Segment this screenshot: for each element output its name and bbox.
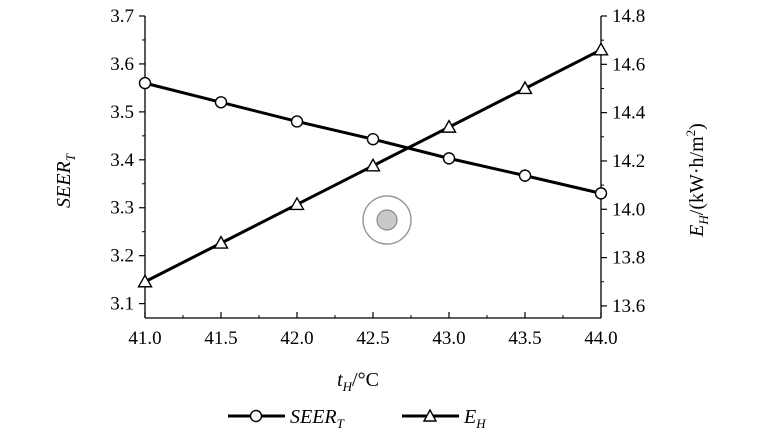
legend: SEERT EH [228,406,486,431]
y-right-tick-label-0: 13.6 [612,296,645,317]
x-tick-label-0: 41.0 [128,328,161,349]
series-1-point-3 [365,157,381,172]
legend-label-eh: EH [463,406,486,431]
series-1-point-2 [289,196,305,211]
x-tick-label-4: 43.0 [432,328,465,349]
series-0-point-6 [594,187,608,200]
y-left-tick-label-0: 3.1 [110,294,134,315]
y-axis-right-label: EH/(kW·h/m2) [683,123,711,238]
axes: 41.0 41.5 42.0 42.5 43.0 43.5 44.0 3.1 3.2 3.3 3.4… [110,6,646,349]
series-1-point-1 [213,235,229,249]
x-tick-label-5: 43.5 [508,328,541,349]
y-left-tick-label-4: 3.5 [110,102,134,123]
y-right-tick-label-3: 14.2 [612,151,645,172]
series-0-point-2 [290,115,304,128]
x-tick-label-3: 42.5 [356,328,389,349]
series-layer [137,41,609,288]
series-0-point-1 [214,96,228,109]
y-left-tick-label-6: 3.7 [110,6,134,27]
y-left-tick-label-2: 3.3 [110,198,134,219]
x-tick-label-6: 44.0 [584,328,617,349]
legend-label-seer: SEERT [290,406,345,431]
series-1-point-5 [517,80,533,95]
legend-triangle-marker-icon [422,408,438,422]
series-1-point-0 [137,273,153,288]
y-right-tick-label-2: 14.0 [612,199,645,220]
y-right-tick-label-5: 14.6 [612,54,645,75]
series-1-point-4 [441,119,457,133]
y-right-tick-label-4: 14.4 [612,103,646,124]
y-right-tick-label-6: 14.8 [612,6,645,27]
legend-circle-marker-icon [249,409,263,423]
x-tick-label-1: 41.5 [204,328,237,349]
x-axis-label: tH/°C [337,369,379,394]
series-0-point-3 [366,132,380,146]
series-0-point-5 [518,169,532,182]
x-tick-label-2: 42.0 [280,328,313,349]
series-0-point-0 [138,76,152,90]
series-1-point-6 [593,41,609,56]
y-left-tick-label-5: 3.6 [110,54,134,75]
y-left-tick-label-3: 3.4 [110,150,134,171]
y-right-tick-label-1: 13.8 [612,248,645,269]
series-0-point-4 [442,152,456,165]
y-left-tick-label-1: 3.2 [110,246,134,267]
y-axis-left-label: SEERT [53,153,78,208]
legend-item-seer: SEERT [228,406,345,431]
touch-indicator-icon [362,195,412,245]
legend-item-eh: EH [402,406,486,431]
